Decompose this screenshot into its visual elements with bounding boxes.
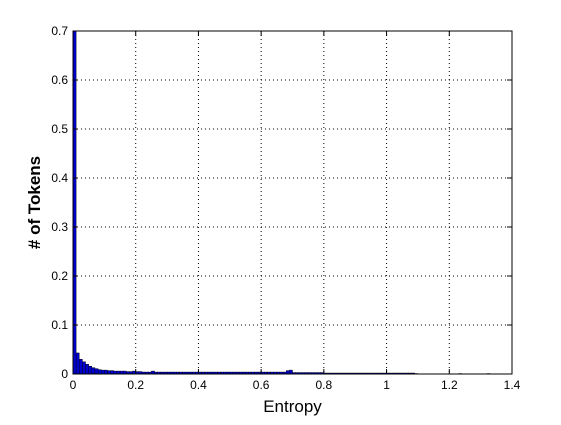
x-tick-label: 0.6 — [253, 378, 270, 392]
histogram-bar — [91, 367, 96, 375]
x-tick-label: 0 — [70, 378, 77, 392]
histogram-bar — [88, 365, 93, 375]
x-tick-label: 0.8 — [316, 378, 333, 392]
y-tick-label: 0.1 — [51, 318, 68, 332]
ticks — [72, 30, 513, 375]
axes-frame — [72, 30, 513, 375]
x-tick-label: 1 — [383, 378, 390, 392]
x-tick-label: 1.2 — [441, 378, 458, 392]
plot-area — [73, 31, 512, 374]
y-tick-label: 0.3 — [51, 220, 68, 234]
y-tick-label: 0 — [61, 367, 68, 381]
y-tick-label: 0.4 — [51, 171, 68, 185]
histogram-bar — [289, 369, 293, 375]
x-tick-label: 1.4 — [504, 378, 521, 392]
y-tick-label: 0.5 — [51, 122, 68, 136]
x-axis-label: Entropy — [263, 397, 322, 416]
histogram-bar — [107, 370, 111, 375]
histogram-bar — [97, 369, 102, 375]
y-axis-label: # of Tokens — [25, 156, 44, 249]
histogram-bar — [104, 369, 108, 375]
x-tick-label: 0.4 — [190, 378, 207, 392]
histogram-bar — [101, 369, 105, 375]
histogram-bar — [286, 370, 290, 375]
y-tick-label: 0.2 — [51, 269, 68, 283]
tick-labels: 0 0.2 0.4 0.6 0.8 1 1.2 1.4 0 0.1 0.2 0.3 0.4 0.5 0.6 0… — [51, 24, 520, 392]
histogram-bar — [85, 364, 89, 375]
histogram-bar — [110, 370, 114, 375]
histogram-bar — [94, 368, 99, 375]
y-tick-label: 0.7 — [51, 24, 68, 38]
x-tick-label: 0.2 — [127, 378, 144, 392]
histogram-bar — [79, 359, 83, 375]
histogram-bar — [75, 352, 80, 375]
y-tick-label: 0.6 — [51, 73, 68, 87]
histogram-bar — [82, 361, 86, 375]
